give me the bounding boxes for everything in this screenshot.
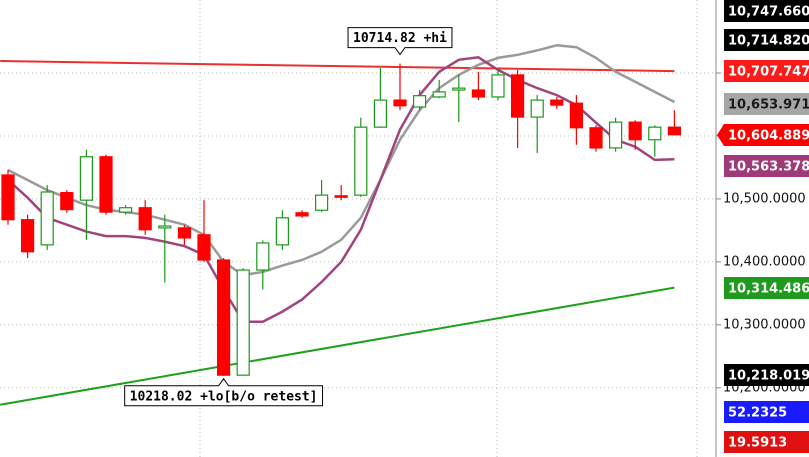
price-tag-label: 10,218.019 [728,369,809,384]
candle-body [138,207,152,231]
candle-body [275,217,289,246]
y-tick-label: 10,300.0000 [723,317,806,332]
price-tag-box [724,155,809,177]
price-tag: 10,604.889 [717,124,809,146]
price-tag-label: 10,714.820 [728,34,809,49]
candle-body [648,126,662,141]
annotation-box [124,377,324,407]
candle-body [452,87,466,91]
price-tag: 19.5913 [724,431,809,453]
candle-body [354,126,368,196]
candle-body [236,269,250,376]
price-tag-box [724,401,809,423]
price-tag-box [724,29,809,51]
price-tag: 10,218.019 [724,364,809,386]
price-tag-label: 10,563.378 [728,160,809,175]
candle-body [197,234,211,261]
trendline [0,286,675,406]
price-tag-box [724,0,809,22]
price-tag: 10,707.747 [724,60,809,82]
annotation: 10714.82 +hi [347,27,453,56]
y-tick-label: 10,500.0000 [723,191,806,206]
candle-body [118,207,133,213]
price-tag: 10,714.820 [724,29,809,51]
candle-body [471,89,485,98]
price-tag-box [724,364,809,386]
candle-body [589,127,603,149]
annotation-text: 10714.82 +hi [353,31,447,46]
candle-body [393,99,407,107]
candle-body [608,121,623,149]
candle-body [99,156,113,213]
price-tag: 52.2325 [724,401,809,423]
candle-body [667,126,682,136]
price-tag-box [724,277,809,299]
annotation-text: 10218.02 +lo[b/o retest] [130,389,318,404]
candle-body [491,74,505,98]
candle-body [21,219,35,253]
candle-body [432,91,446,98]
annotation-box [347,27,453,56]
candle-body [177,227,191,239]
price-tag-box [724,431,809,453]
price-tag-label: 10,747.660 [728,5,809,20]
price-tag: 10,314.486 [724,277,809,299]
candle-body [60,192,74,211]
candle-body [40,191,54,246]
price-tag-label: 10,653.971 [728,98,809,113]
annotation: 10218.02 +lo[b/o retest] [124,377,324,407]
candle-body [315,194,329,211]
price-tag: 10,563.378 [724,155,809,177]
price-tag: 10,653.971 [724,93,809,115]
candle-body [530,99,544,118]
price-tag-label: 19.5913 [728,436,787,451]
price-tag-label: 10,707.747 [728,65,809,80]
trendline [0,60,675,73]
price-tag: 10,747.660 [724,0,809,22]
candle-body [158,225,172,229]
candle-body [373,99,387,128]
candle-body [256,242,270,271]
price-tag-label: 10,314.486 [728,282,809,297]
candle-body [79,156,94,201]
price-tag-box [724,93,809,115]
price-tag-box [724,60,809,82]
candle-body [295,212,309,217]
candle-body [1,174,15,221]
candle-body [550,99,564,106]
price-tag-label: 52.2325 [728,406,787,421]
candle-body [217,259,231,376]
candle-body [569,102,584,129]
moving-average-line [7,56,675,323]
candle-body [511,74,525,118]
price-tag-box [717,124,809,146]
candle-body [413,95,427,108]
y-tick-label: 10,400.0000 [723,254,806,269]
price-tag-label: 10,604.889 [728,129,809,144]
candle-body [334,195,348,198]
candle-body [628,121,642,141]
